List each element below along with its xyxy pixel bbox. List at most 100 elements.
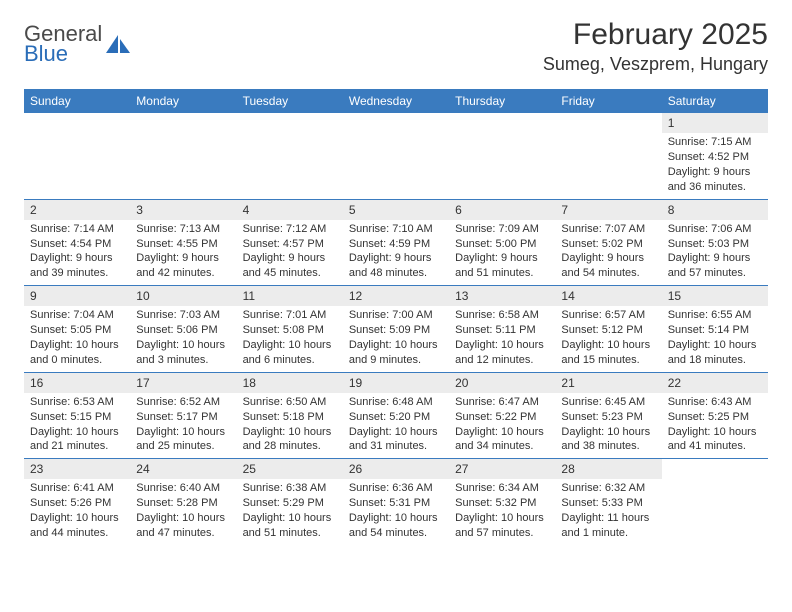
weekday-label: Friday <box>555 89 661 113</box>
day-details <box>130 133 236 139</box>
day-details: Sunrise: 7:01 AM Sunset: 5:08 PM Dayligh… <box>237 306 343 371</box>
calendar-week: 23Sunrise: 6:41 AM Sunset: 5:26 PM Dayli… <box>24 459 768 545</box>
day-number: 5 <box>343 200 449 220</box>
day-details: Sunrise: 6:34 AM Sunset: 5:32 PM Dayligh… <box>449 479 555 544</box>
day-details <box>449 133 555 139</box>
calendar-week: 9Sunrise: 7:04 AM Sunset: 5:05 PM Daylig… <box>24 286 768 373</box>
day-number: 27 <box>449 459 555 479</box>
calendar-week: 16Sunrise: 6:53 AM Sunset: 5:15 PM Dayli… <box>24 373 768 460</box>
calendar-cell: 19Sunrise: 6:48 AM Sunset: 5:20 PM Dayli… <box>343 373 449 459</box>
day-details: Sunrise: 6:47 AM Sunset: 5:22 PM Dayligh… <box>449 393 555 458</box>
day-details: Sunrise: 6:43 AM Sunset: 5:25 PM Dayligh… <box>662 393 768 458</box>
day-number: 15 <box>662 286 768 306</box>
calendar-cell: 8Sunrise: 7:06 AM Sunset: 5:03 PM Daylig… <box>662 200 768 286</box>
calendar-cell: 5Sunrise: 7:10 AM Sunset: 4:59 PM Daylig… <box>343 200 449 286</box>
calendar-grid: 1Sunrise: 7:15 AM Sunset: 4:52 PM Daylig… <box>24 113 768 545</box>
calendar-cell: 6Sunrise: 7:09 AM Sunset: 5:00 PM Daylig… <box>449 200 555 286</box>
day-details: Sunrise: 6:53 AM Sunset: 5:15 PM Dayligh… <box>24 393 130 458</box>
calendar-cell <box>343 113 449 199</box>
day-number: 26 <box>343 459 449 479</box>
weekday-label: Wednesday <box>343 89 449 113</box>
day-details: Sunrise: 6:32 AM Sunset: 5:33 PM Dayligh… <box>555 479 661 544</box>
day-details: Sunrise: 6:38 AM Sunset: 5:29 PM Dayligh… <box>237 479 343 544</box>
brand-line2: Blue <box>24 41 68 66</box>
day-number: 18 <box>237 373 343 393</box>
calendar-cell: 11Sunrise: 7:01 AM Sunset: 5:08 PM Dayli… <box>237 286 343 372</box>
day-details: Sunrise: 6:58 AM Sunset: 5:11 PM Dayligh… <box>449 306 555 371</box>
calendar-cell: 4Sunrise: 7:12 AM Sunset: 4:57 PM Daylig… <box>237 200 343 286</box>
calendar-cell: 15Sunrise: 6:55 AM Sunset: 5:14 PM Dayli… <box>662 286 768 372</box>
day-number: 7 <box>555 200 661 220</box>
calendar-cell: 17Sunrise: 6:52 AM Sunset: 5:17 PM Dayli… <box>130 373 236 459</box>
day-details: Sunrise: 6:36 AM Sunset: 5:31 PM Dayligh… <box>343 479 449 544</box>
month-title: February 2025 <box>543 18 768 52</box>
day-details: Sunrise: 6:57 AM Sunset: 5:12 PM Dayligh… <box>555 306 661 371</box>
calendar-cell: 2Sunrise: 7:14 AM Sunset: 4:54 PM Daylig… <box>24 200 130 286</box>
calendar-cell: 28Sunrise: 6:32 AM Sunset: 5:33 PM Dayli… <box>555 459 661 545</box>
day-number: 21 <box>555 373 661 393</box>
calendar-cell: 24Sunrise: 6:40 AM Sunset: 5:28 PM Dayli… <box>130 459 236 545</box>
day-number: 19 <box>343 373 449 393</box>
day-details: Sunrise: 6:40 AM Sunset: 5:28 PM Dayligh… <box>130 479 236 544</box>
day-number: 17 <box>130 373 236 393</box>
day-number: 2 <box>24 200 130 220</box>
day-details <box>343 133 449 139</box>
brand-text: General Blue <box>24 24 102 64</box>
calendar-cell: 21Sunrise: 6:45 AM Sunset: 5:23 PM Dayli… <box>555 373 661 459</box>
calendar-cell: 14Sunrise: 6:57 AM Sunset: 5:12 PM Dayli… <box>555 286 661 372</box>
calendar-cell: 20Sunrise: 6:47 AM Sunset: 5:22 PM Dayli… <box>449 373 555 459</box>
weekday-label: Sunday <box>24 89 130 113</box>
day-details: Sunrise: 7:14 AM Sunset: 4:54 PM Dayligh… <box>24 220 130 285</box>
day-number: 24 <box>130 459 236 479</box>
title-block: February 2025 Sumeg, Veszprem, Hungary <box>543 18 768 75</box>
day-details <box>555 133 661 139</box>
day-details: Sunrise: 7:07 AM Sunset: 5:02 PM Dayligh… <box>555 220 661 285</box>
calendar-cell: 3Sunrise: 7:13 AM Sunset: 4:55 PM Daylig… <box>130 200 236 286</box>
day-details: Sunrise: 6:50 AM Sunset: 5:18 PM Dayligh… <box>237 393 343 458</box>
calendar-week: 1Sunrise: 7:15 AM Sunset: 4:52 PM Daylig… <box>24 113 768 200</box>
weekday-label: Thursday <box>449 89 555 113</box>
calendar-cell: 22Sunrise: 6:43 AM Sunset: 5:25 PM Dayli… <box>662 373 768 459</box>
calendar-cell: 18Sunrise: 6:50 AM Sunset: 5:18 PM Dayli… <box>237 373 343 459</box>
calendar-cell: 23Sunrise: 6:41 AM Sunset: 5:26 PM Dayli… <box>24 459 130 545</box>
calendar-cell: 13Sunrise: 6:58 AM Sunset: 5:11 PM Dayli… <box>449 286 555 372</box>
calendar-cell: 16Sunrise: 6:53 AM Sunset: 5:15 PM Dayli… <box>24 373 130 459</box>
day-details: Sunrise: 7:15 AM Sunset: 4:52 PM Dayligh… <box>662 133 768 198</box>
day-number: 4 <box>237 200 343 220</box>
calendar-cell <box>130 113 236 199</box>
calendar-cell: 9Sunrise: 7:04 AM Sunset: 5:05 PM Daylig… <box>24 286 130 372</box>
calendar-cell: 1Sunrise: 7:15 AM Sunset: 4:52 PM Daylig… <box>662 113 768 199</box>
day-number: 13 <box>449 286 555 306</box>
day-details <box>662 479 768 485</box>
calendar-cell: 26Sunrise: 6:36 AM Sunset: 5:31 PM Dayli… <box>343 459 449 545</box>
calendar-cell <box>449 113 555 199</box>
day-number: 20 <box>449 373 555 393</box>
day-details: Sunrise: 7:00 AM Sunset: 5:09 PM Dayligh… <box>343 306 449 371</box>
day-details: Sunrise: 7:09 AM Sunset: 5:00 PM Dayligh… <box>449 220 555 285</box>
day-details: Sunrise: 7:06 AM Sunset: 5:03 PM Dayligh… <box>662 220 768 285</box>
day-details: Sunrise: 7:04 AM Sunset: 5:05 PM Dayligh… <box>24 306 130 371</box>
day-details: Sunrise: 7:12 AM Sunset: 4:57 PM Dayligh… <box>237 220 343 285</box>
calendar-cell <box>237 113 343 199</box>
calendar-cell: 12Sunrise: 7:00 AM Sunset: 5:09 PM Dayli… <box>343 286 449 372</box>
day-number: 16 <box>24 373 130 393</box>
sail-icon <box>104 33 132 55</box>
day-details <box>237 133 343 139</box>
day-number: 10 <box>130 286 236 306</box>
day-number: 1 <box>662 113 768 133</box>
day-details: Sunrise: 7:10 AM Sunset: 4:59 PM Dayligh… <box>343 220 449 285</box>
calendar-cell <box>662 459 768 545</box>
calendar-week: 2Sunrise: 7:14 AM Sunset: 4:54 PM Daylig… <box>24 200 768 287</box>
brand-logo: General Blue <box>24 18 132 64</box>
day-number: 14 <box>555 286 661 306</box>
calendar-cell <box>24 113 130 199</box>
calendar-cell: 27Sunrise: 6:34 AM Sunset: 5:32 PM Dayli… <box>449 459 555 545</box>
day-details: Sunrise: 7:13 AM Sunset: 4:55 PM Dayligh… <box>130 220 236 285</box>
day-details: Sunrise: 6:55 AM Sunset: 5:14 PM Dayligh… <box>662 306 768 371</box>
day-number: 9 <box>24 286 130 306</box>
day-number: 12 <box>343 286 449 306</box>
location: Sumeg, Veszprem, Hungary <box>543 54 768 75</box>
day-number: 8 <box>662 200 768 220</box>
day-details: Sunrise: 6:48 AM Sunset: 5:20 PM Dayligh… <box>343 393 449 458</box>
day-number: 6 <box>449 200 555 220</box>
